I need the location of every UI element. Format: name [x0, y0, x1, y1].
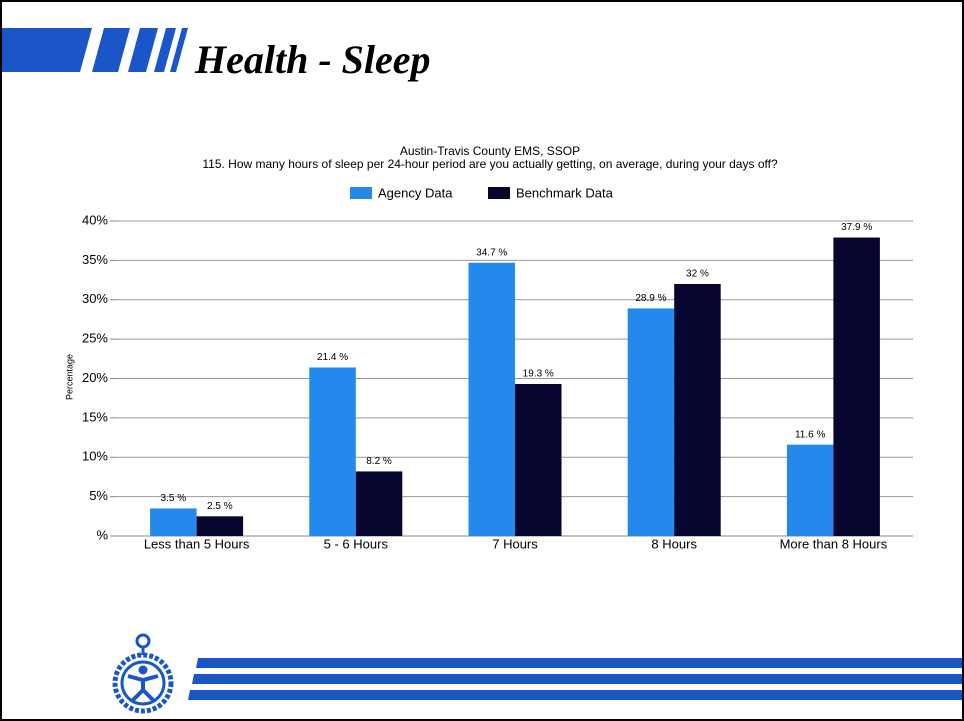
value-label: 2.5 %	[207, 501, 233, 512]
y-tick-label: 15%	[82, 409, 108, 424]
y-tick-label: 30%	[82, 291, 108, 306]
y-tick-label: 40%	[82, 212, 108, 227]
chart-subtitle: 115. How many hours of sleep per 24-hour…	[202, 157, 778, 171]
y-tick-label: 5%	[89, 488, 108, 503]
value-label: 37.9 %	[841, 222, 872, 233]
logo	[112, 633, 174, 714]
bar	[515, 384, 562, 536]
y-tick-label: %	[96, 527, 108, 542]
value-label: 19.3 %	[523, 369, 554, 380]
x-tick-label: Less than 5 Hours	[144, 536, 250, 551]
y-tick-label: 20%	[82, 370, 108, 385]
x-tick-label: 7 Hours	[492, 536, 538, 551]
y-axis-label: Percentage	[64, 354, 74, 400]
bar	[833, 237, 880, 536]
legend-swatch	[350, 187, 372, 199]
bar	[627, 308, 675, 536]
value-label: 11.6 %	[795, 429, 825, 440]
legend-swatch	[488, 187, 510, 199]
y-tick-label: 35%	[82, 252, 108, 267]
bar	[196, 516, 244, 536]
legend-label: Agency Data	[378, 185, 453, 200]
bar	[309, 367, 356, 536]
bar	[786, 444, 834, 536]
x-tick-label: More than 8 Hours	[780, 536, 888, 551]
y-tick-label: 25%	[82, 331, 108, 346]
footer-stripes	[188, 658, 962, 700]
value-label: 32 %	[686, 269, 709, 280]
header-stripes	[2, 28, 188, 72]
value-label: 21.4 %	[317, 352, 348, 363]
chart-title: Austin-Travis County EMS, SSOP	[399, 144, 581, 158]
bar	[468, 262, 515, 536]
value-label: 8.2 %	[366, 456, 392, 467]
legend-label: Benchmark Data	[516, 185, 614, 200]
value-label: 34.7 %	[476, 247, 507, 258]
y-tick-label: 10%	[82, 449, 108, 464]
value-label: 28.9 %	[635, 293, 666, 304]
value-label: 3.5 %	[161, 493, 187, 504]
page-title: Health - Sleep	[194, 37, 431, 82]
x-tick-label: 5 - 6 Hours	[324, 536, 389, 551]
bar	[674, 284, 721, 536]
bar	[355, 471, 403, 536]
bar	[150, 508, 197, 536]
x-tick-label: 8 Hours	[651, 536, 697, 551]
